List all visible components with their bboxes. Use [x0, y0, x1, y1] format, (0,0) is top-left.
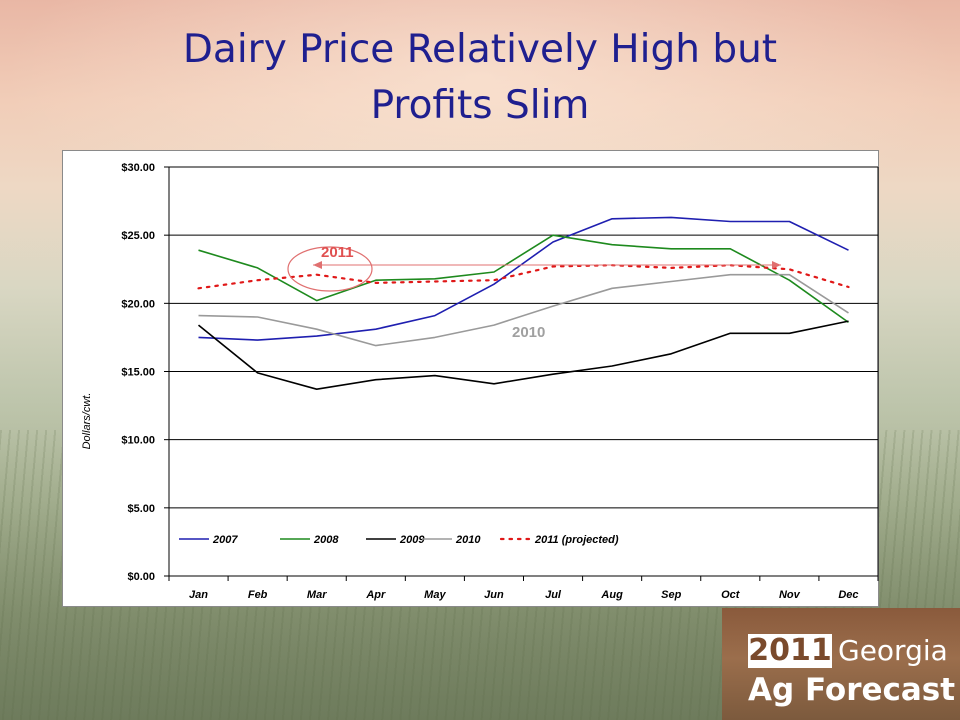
legend-label: 2007 [212, 534, 238, 546]
slide-title-line-1: Dairy Price Relatively High but [182, 27, 778, 72]
gridlines [169, 166, 878, 577]
legend: 2007 2008 2009 2010 2011 (projected) [179, 534, 619, 546]
y-tick-label: $20.00 [121, 298, 155, 310]
georgia-ag-forecast-logo: 2011 Georgia Ag Forecast [722, 608, 960, 720]
x-tick-label: Jan [189, 589, 208, 601]
series-line-2008 [198, 234, 849, 324]
annotation-2011: 2011 [321, 244, 354, 261]
chart-frame: $0.00 $5.00 $10.00 $15.00 $20.00 $25.00 $30.00… [62, 150, 879, 607]
series-line-2011 [197, 264, 850, 290]
series-line-2010 [198, 273, 849, 347]
y-tick-label: $0.00 [127, 571, 155, 583]
highlight-ellipse [287, 246, 373, 292]
slide-title-line-2: Profits Slim [370, 83, 590, 128]
annotation-2010: 2010 [512, 324, 545, 341]
annotations: 2011 2010 [287, 244, 781, 341]
logo-year: 2011 [748, 633, 832, 668]
x-tick-label: Jul [545, 589, 562, 601]
series-line-2007 [198, 216, 849, 341]
legend-label: 2011 (projected) [534, 534, 619, 546]
series-lines [197, 216, 850, 390]
y-tick-label: $5.00 [127, 503, 155, 515]
x-tick-label: Nov [779, 589, 801, 601]
x-tick-label: Dec [838, 589, 858, 601]
x-tick-label: Feb [248, 589, 268, 601]
x-tick-label: Sep [661, 589, 681, 601]
x-tick-label: Mar [307, 589, 327, 601]
y-tick-label: $10.00 [121, 435, 155, 447]
x-tick-label: Aug [600, 589, 623, 601]
dairy-price-line-chart: $0.00 $5.00 $10.00 $15.00 $20.00 $25.00 $30.00… [81, 162, 879, 601]
series-line-2009 [197, 320, 849, 390]
legend-label: 2010 [455, 534, 481, 546]
axes: $0.00 $5.00 $10.00 $15.00 $20.00 $25.00 $30.00… [121, 162, 879, 601]
x-tick-label: Apr [365, 589, 386, 601]
x-tick-label: Jun [484, 589, 504, 601]
left-arrowhead-icon [313, 261, 322, 269]
x-tick-label: May [424, 589, 446, 601]
slide-title: Dairy Price Relatively High but Profits … [60, 22, 900, 134]
legend-label: 2009 [399, 534, 425, 546]
logo-name: Ag Forecast [748, 672, 956, 708]
legend-label: 2008 [313, 534, 339, 546]
y-tick-label: $25.00 [121, 230, 155, 242]
logo-state: Georgia [838, 634, 948, 667]
x-tick-label: Oct [721, 589, 741, 601]
y-axis-label: Dollars/cwt. [81, 393, 93, 450]
right-arrowhead-icon [772, 261, 781, 269]
y-tick-label: $15.00 [121, 367, 155, 379]
y-tick-label: $30.00 [121, 162, 155, 174]
